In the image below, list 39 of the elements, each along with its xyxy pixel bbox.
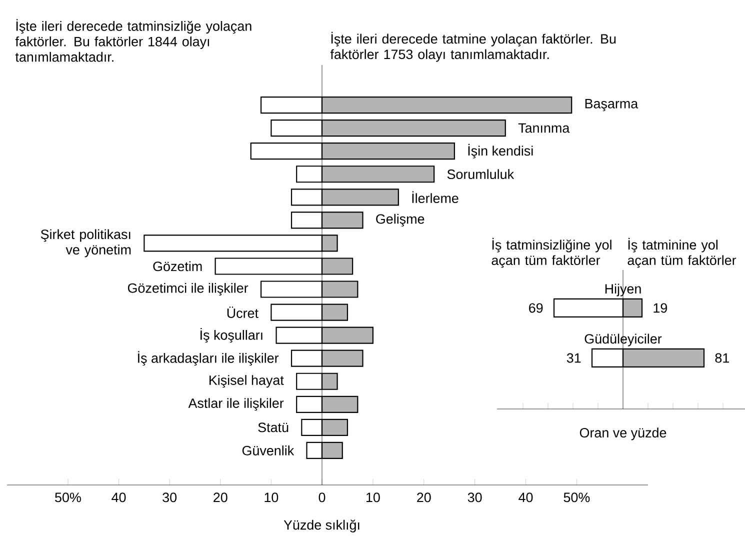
y-tick-label: Astlar ile ilişkiler [188,398,284,411]
y-tick-label: Statü [258,422,288,432]
y-tick-label: İlerleme [412,191,458,204]
x-tick-label: 50% [55,492,81,502]
text: İşte ileri derecede tatminsizliğe yolaçan faktörler. Bu faktörler 1844 olayı tanımlamaktadır. [15,19,252,62]
y-tick-label: Güdüleyiciler [584,334,662,346]
data-label: 19 [654,303,668,313]
x-tick-label: 20 [417,492,431,502]
text: İş tatminine yol açan tüm faktörler [628,238,736,268]
x-tick-label: 0 [318,492,326,502]
x-tick-label: 50% [564,492,590,502]
y-tick-label: Başarma [585,99,638,112]
y-tick-label: İşin kendisi [468,144,533,158]
y-tick-label: Hijyen [605,284,641,296]
y-tick-label: Kişisel hayat [210,375,284,388]
y-tick-label: Gözetim [153,261,202,272]
x-tick-label: 30 [162,492,177,502]
x-tick-label: 10 [366,492,380,502]
x-tick-label: 40 [112,492,126,502]
x-tick-label: 10 [264,492,278,502]
data-label: 31 [566,353,581,363]
x-tick-label: 40 [518,492,533,502]
y-tick-label: Gözetimci ile ilişkiler [128,282,248,296]
y-tick-label: Tanınma [518,123,570,133]
x-axis-title: Yüzde sıklığı [284,520,360,532]
y-tick-label: İş koşulları [200,328,262,343]
y-tick-label: Güvenlik [242,446,294,456]
x-tick-label: 20 [214,492,228,502]
y-tick-label: İş arkadaşları ile ilişkiler [138,351,279,366]
x-axis-title: Oran ve yüzde [580,428,666,440]
y-tick-label: Ücret [227,306,258,318]
data-label: 69 [529,303,543,313]
y-tick-label: Gelişme [376,214,424,226]
y-tick-label: Şirket politikası ve yönetim [40,229,131,258]
y-tick-label: Sorumluluk [447,169,514,180]
text: İş tatminsizliğine yol açan tüm faktörler [492,238,612,268]
data-label: 81 [715,353,729,363]
text: İşte ileri derecede tatmine yolaçan faktörler. Bu faktörler 1753 olayı tanımlamaktadır. [330,32,616,62]
x-tick-label: 30 [468,492,482,502]
